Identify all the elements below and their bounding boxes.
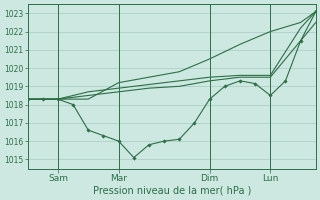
X-axis label: Pression niveau de la mer( hPa ): Pression niveau de la mer( hPa ) (92, 186, 251, 196)
